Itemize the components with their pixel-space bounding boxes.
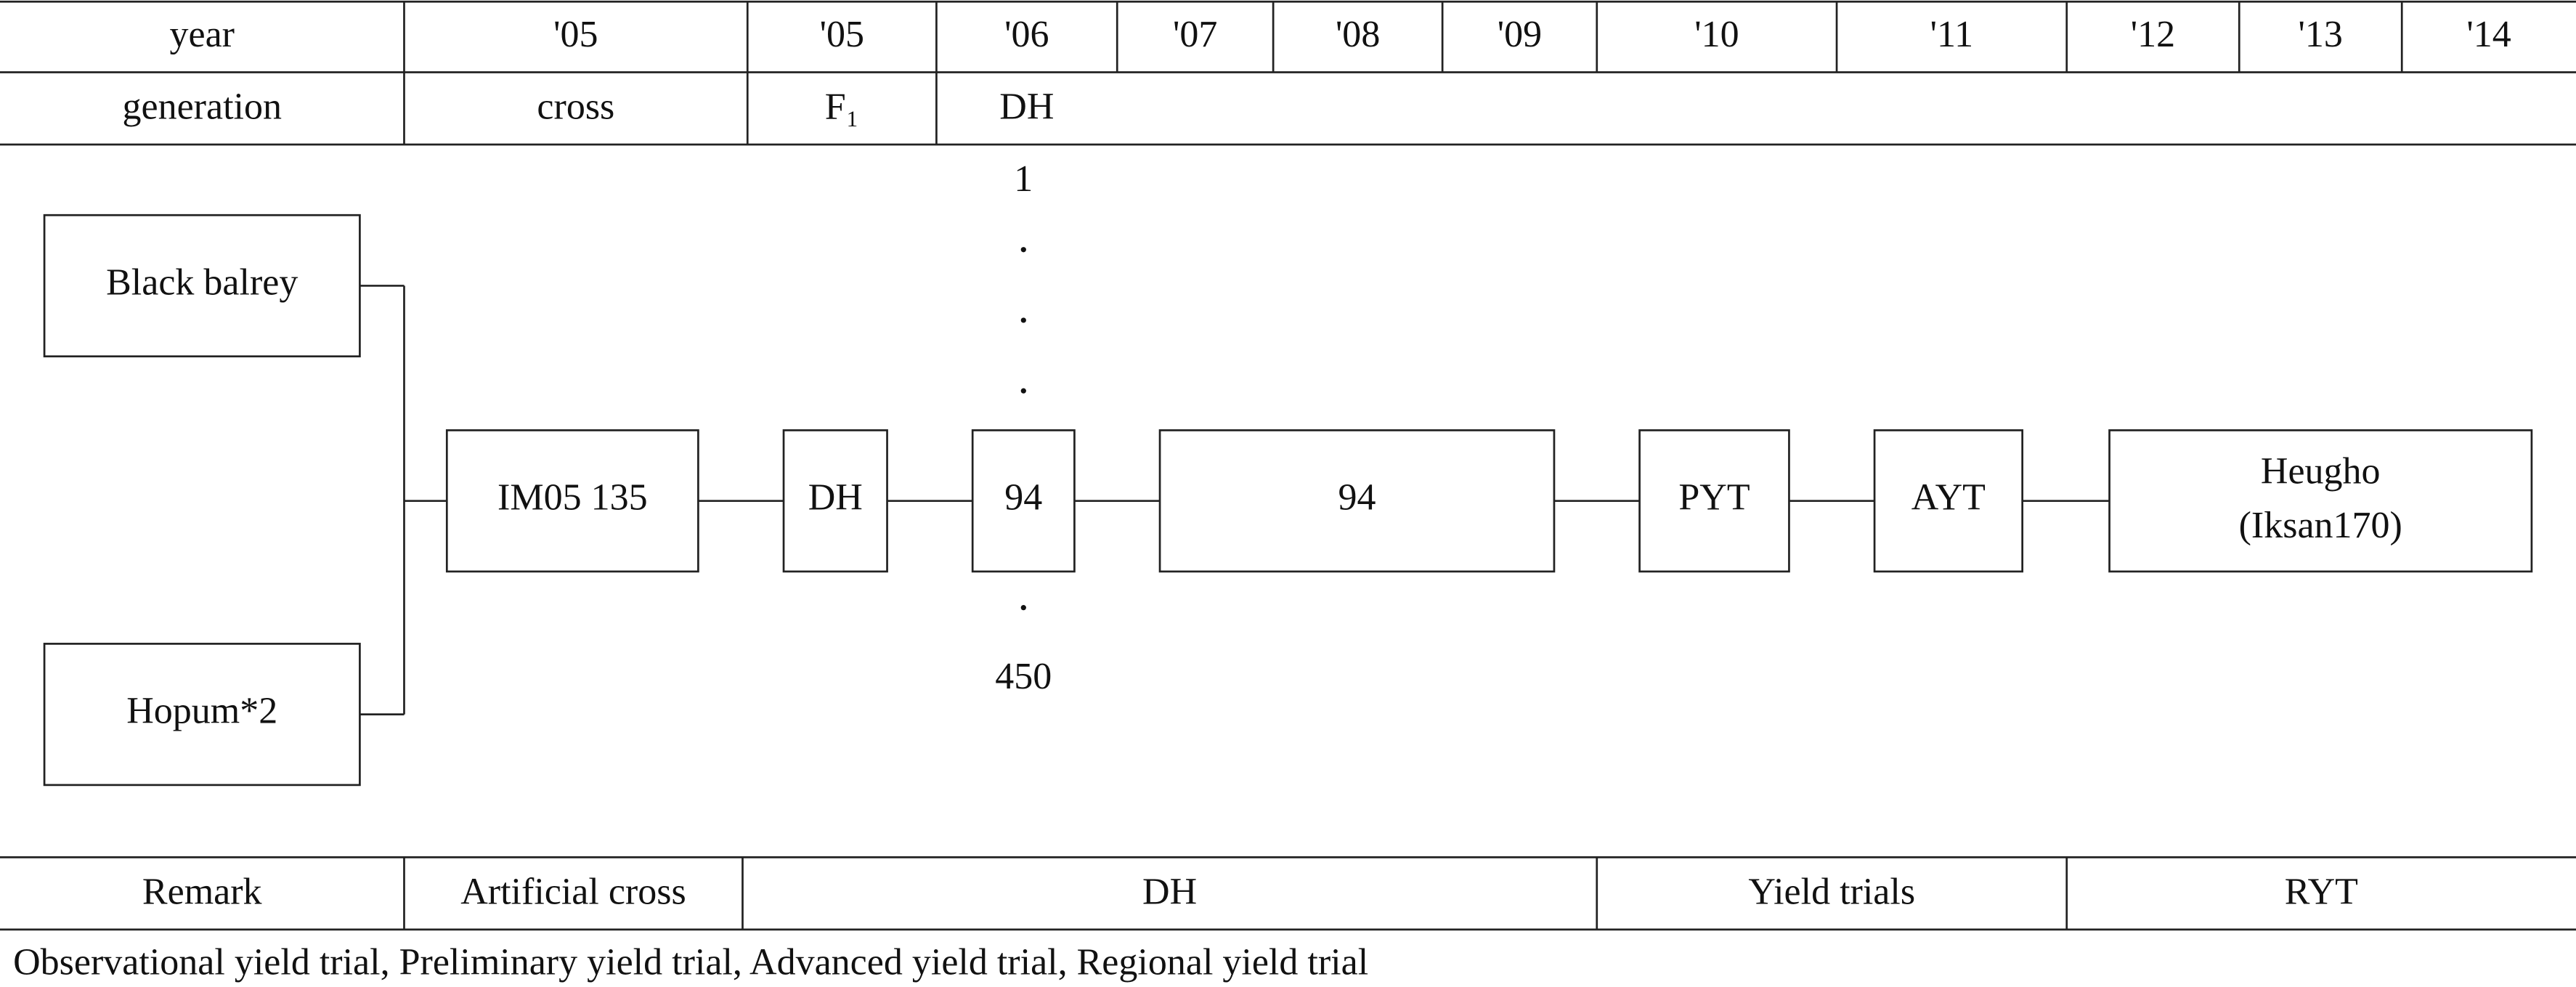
- parent-box: [43, 214, 361, 358]
- node-label: AYT: [1911, 477, 1986, 519]
- node-box: [2108, 429, 2533, 573]
- dot: [1020, 317, 1026, 323]
- generation-label: generation: [122, 86, 281, 127]
- generation: DH: [999, 86, 1054, 127]
- parent-label: Hopum*2: [126, 691, 277, 732]
- year: '11: [1930, 14, 1973, 55]
- year: '10: [1694, 14, 1739, 55]
- year: '14: [2466, 14, 2511, 55]
- year-label: year: [169, 14, 235, 55]
- year: '06: [1004, 14, 1049, 55]
- year: '09: [1498, 14, 1542, 55]
- node-label: DH: [808, 477, 863, 519]
- remark-label: Remark: [142, 871, 262, 912]
- parent-box: [43, 643, 361, 787]
- line-range-end: 450: [995, 656, 1052, 697]
- dot: [1020, 605, 1026, 611]
- node-label: Heugho: [2261, 450, 2381, 492]
- year: '12: [2131, 14, 2175, 55]
- dot: [1020, 388, 1026, 394]
- year: '05: [820, 14, 864, 55]
- generation: cross: [537, 86, 614, 127]
- line-range-start: 1: [1014, 158, 1033, 200]
- node-label: PYT: [1678, 477, 1750, 519]
- year: '07: [1173, 14, 1217, 55]
- year: '05: [553, 14, 598, 55]
- footnote: Observational yield trial, Preliminary y…: [13, 942, 1368, 983]
- year: '13: [2299, 14, 2343, 55]
- remark-stage: RYT: [2285, 871, 2358, 912]
- remark-stage: DH: [1142, 871, 1197, 912]
- remark-stage: Artificial cross: [460, 871, 686, 912]
- year: '08: [1336, 14, 1380, 55]
- node-box: [1158, 429, 1556, 573]
- node-label: 94: [1004, 477, 1042, 519]
- remark-stage: Yield trials: [1748, 871, 1915, 912]
- generation: F₁: [825, 86, 859, 127]
- dot: [1020, 247, 1026, 253]
- node-alias: (Iksan170): [2239, 505, 2402, 546]
- node-label: IM05 135: [497, 477, 648, 519]
- parent-label: Black balrey: [106, 261, 298, 303]
- node-label: 94: [1338, 477, 1376, 519]
